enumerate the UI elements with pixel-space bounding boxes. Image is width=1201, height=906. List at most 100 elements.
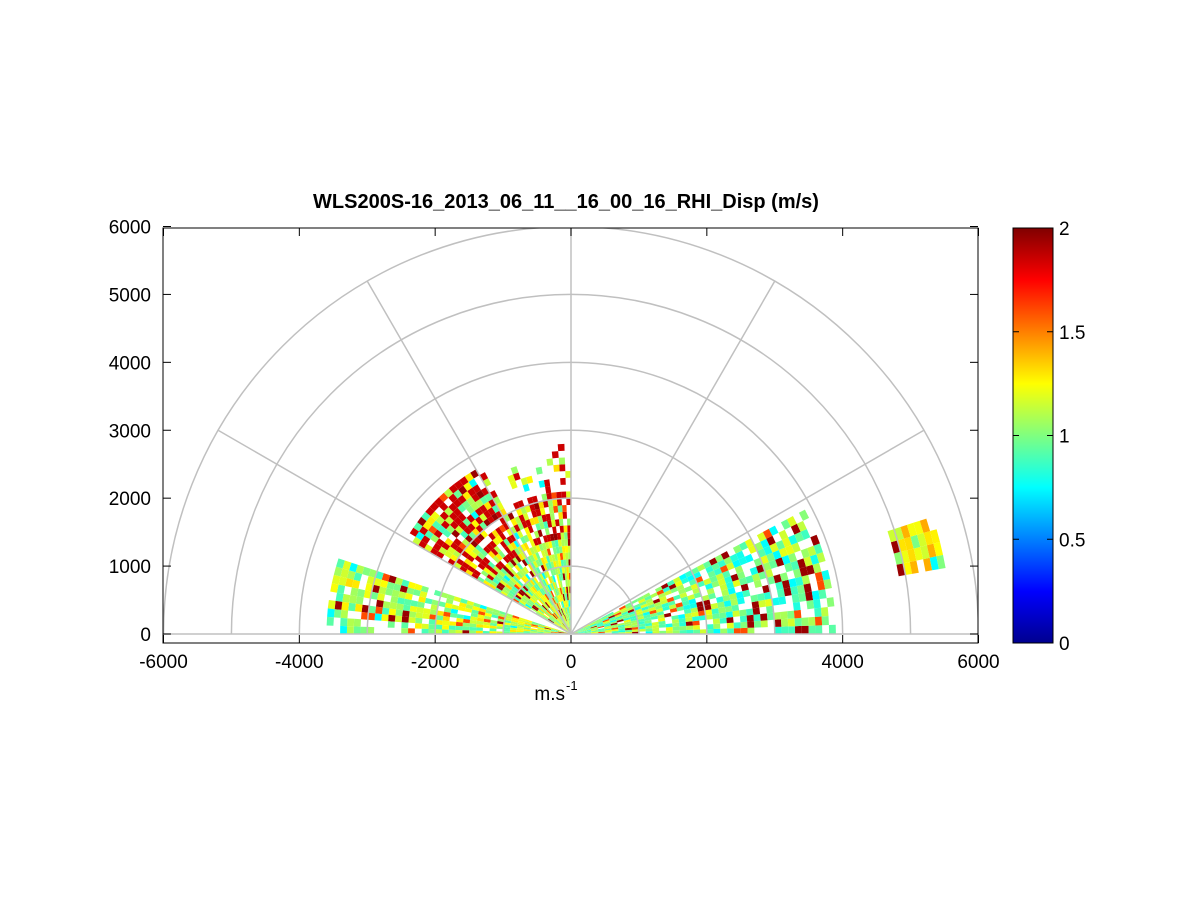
data-cell: [558, 444, 565, 451]
data-cell: [734, 622, 741, 628]
data-cell: [462, 626, 469, 630]
data-cell: [646, 628, 653, 631]
data-cell: [564, 532, 568, 539]
data-cell: [559, 464, 565, 471]
data-cell: [821, 607, 829, 617]
data-cell: [408, 617, 415, 623]
data-cell: [561, 492, 566, 499]
data-cell: [456, 622, 463, 627]
data-cell: [781, 626, 788, 634]
colorbar-tick-label: 2: [1059, 219, 1070, 240]
data-cell: [476, 627, 483, 631]
data-cell: [739, 609, 747, 616]
data-cell: [340, 626, 347, 634]
data-cell: [415, 623, 422, 629]
data-cell: [388, 621, 395, 628]
data-cell: [395, 609, 403, 616]
data-cell: [753, 608, 761, 615]
data-cell: [429, 624, 436, 629]
data-cell: [802, 626, 809, 634]
x-tick-label: 0: [566, 652, 577, 673]
data-cell: [707, 624, 714, 629]
data-cell: [560, 478, 566, 485]
data-cell: [693, 625, 700, 630]
data-cell: [679, 622, 686, 627]
data-cell: [559, 519, 564, 526]
x-axis-label-base: m.s: [534, 684, 565, 705]
data-cell: [794, 610, 802, 619]
data-cell: [564, 539, 568, 546]
y-tick-label: 4000: [109, 353, 151, 374]
x-tick-label: -4000: [275, 652, 324, 673]
data-cell: [341, 610, 349, 619]
y-tick-label: 0: [140, 625, 151, 646]
data-cell: [753, 614, 760, 621]
data-cell: [734, 628, 741, 634]
data-cell: [781, 619, 788, 627]
data-cell: [423, 608, 431, 614]
data-cell: [815, 617, 822, 626]
data-cell: [788, 618, 795, 626]
data-cell: [747, 621, 754, 628]
y-tick-label: 6000: [109, 218, 151, 239]
data-cell: [546, 458, 553, 466]
colorbar-tick-label: 1.5: [1059, 323, 1085, 344]
data-cell: [777, 589, 785, 598]
data-cell: [815, 625, 822, 634]
data-cell: [758, 600, 766, 608]
data-cell: [563, 512, 568, 519]
data-cell: [740, 622, 747, 628]
data-cell: [449, 621, 456, 626]
x-tick-label: 4000: [822, 652, 864, 673]
data-cell: [383, 601, 391, 609]
data-cell: [449, 626, 456, 631]
data-cell: [342, 594, 350, 603]
data-cell: [559, 458, 565, 465]
data-cell: [422, 613, 429, 619]
data-cell: [545, 486, 551, 494]
data-cell: [778, 596, 786, 604]
data-cell: [389, 609, 397, 616]
data-cell: [712, 608, 720, 614]
data-cell: [557, 499, 562, 506]
data-cell: [327, 617, 334, 626]
chart-title: WLS200S-16_2013_06_11__16_00_16_RHI_Disp…: [313, 191, 819, 213]
x-tick-label: -6000: [139, 652, 188, 673]
data-cell: [679, 626, 686, 630]
data-cell: [347, 618, 354, 626]
data-cell: [408, 628, 415, 634]
x-tick-label: 6000: [957, 652, 999, 673]
data-cell: [686, 626, 693, 631]
data-cell: [727, 628, 734, 634]
data-cell: [822, 616, 829, 625]
data-cell: [347, 626, 354, 634]
data-cell: [829, 625, 836, 634]
data-cell: [719, 612, 726, 618]
data-cell: [780, 611, 787, 619]
data-cell: [720, 629, 727, 635]
data-cell: [563, 525, 567, 532]
x-axis-label-exponent: -1: [566, 678, 578, 693]
data-cell: [469, 623, 476, 627]
data-cell: [757, 593, 765, 601]
data-cell: [806, 600, 814, 609]
data-cell: [558, 505, 563, 512]
data-cell: [341, 602, 349, 611]
data-cell: [666, 623, 673, 627]
data-cell: [361, 627, 368, 634]
data-cell: [382, 608, 390, 615]
data-cell: [402, 616, 409, 622]
data-cell: [812, 590, 820, 600]
data-cell: [798, 593, 806, 602]
data-cell: [389, 602, 397, 609]
data-cell: [354, 626, 361, 634]
data-cell: [565, 553, 568, 560]
data-cell: [712, 613, 719, 619]
data-cell: [558, 512, 563, 519]
data-cell: [562, 505, 567, 512]
data-cell: [327, 608, 335, 617]
colorbar-tick-label: 1: [1059, 427, 1070, 448]
data-cell: [819, 589, 827, 599]
data-cell: [726, 617, 733, 623]
